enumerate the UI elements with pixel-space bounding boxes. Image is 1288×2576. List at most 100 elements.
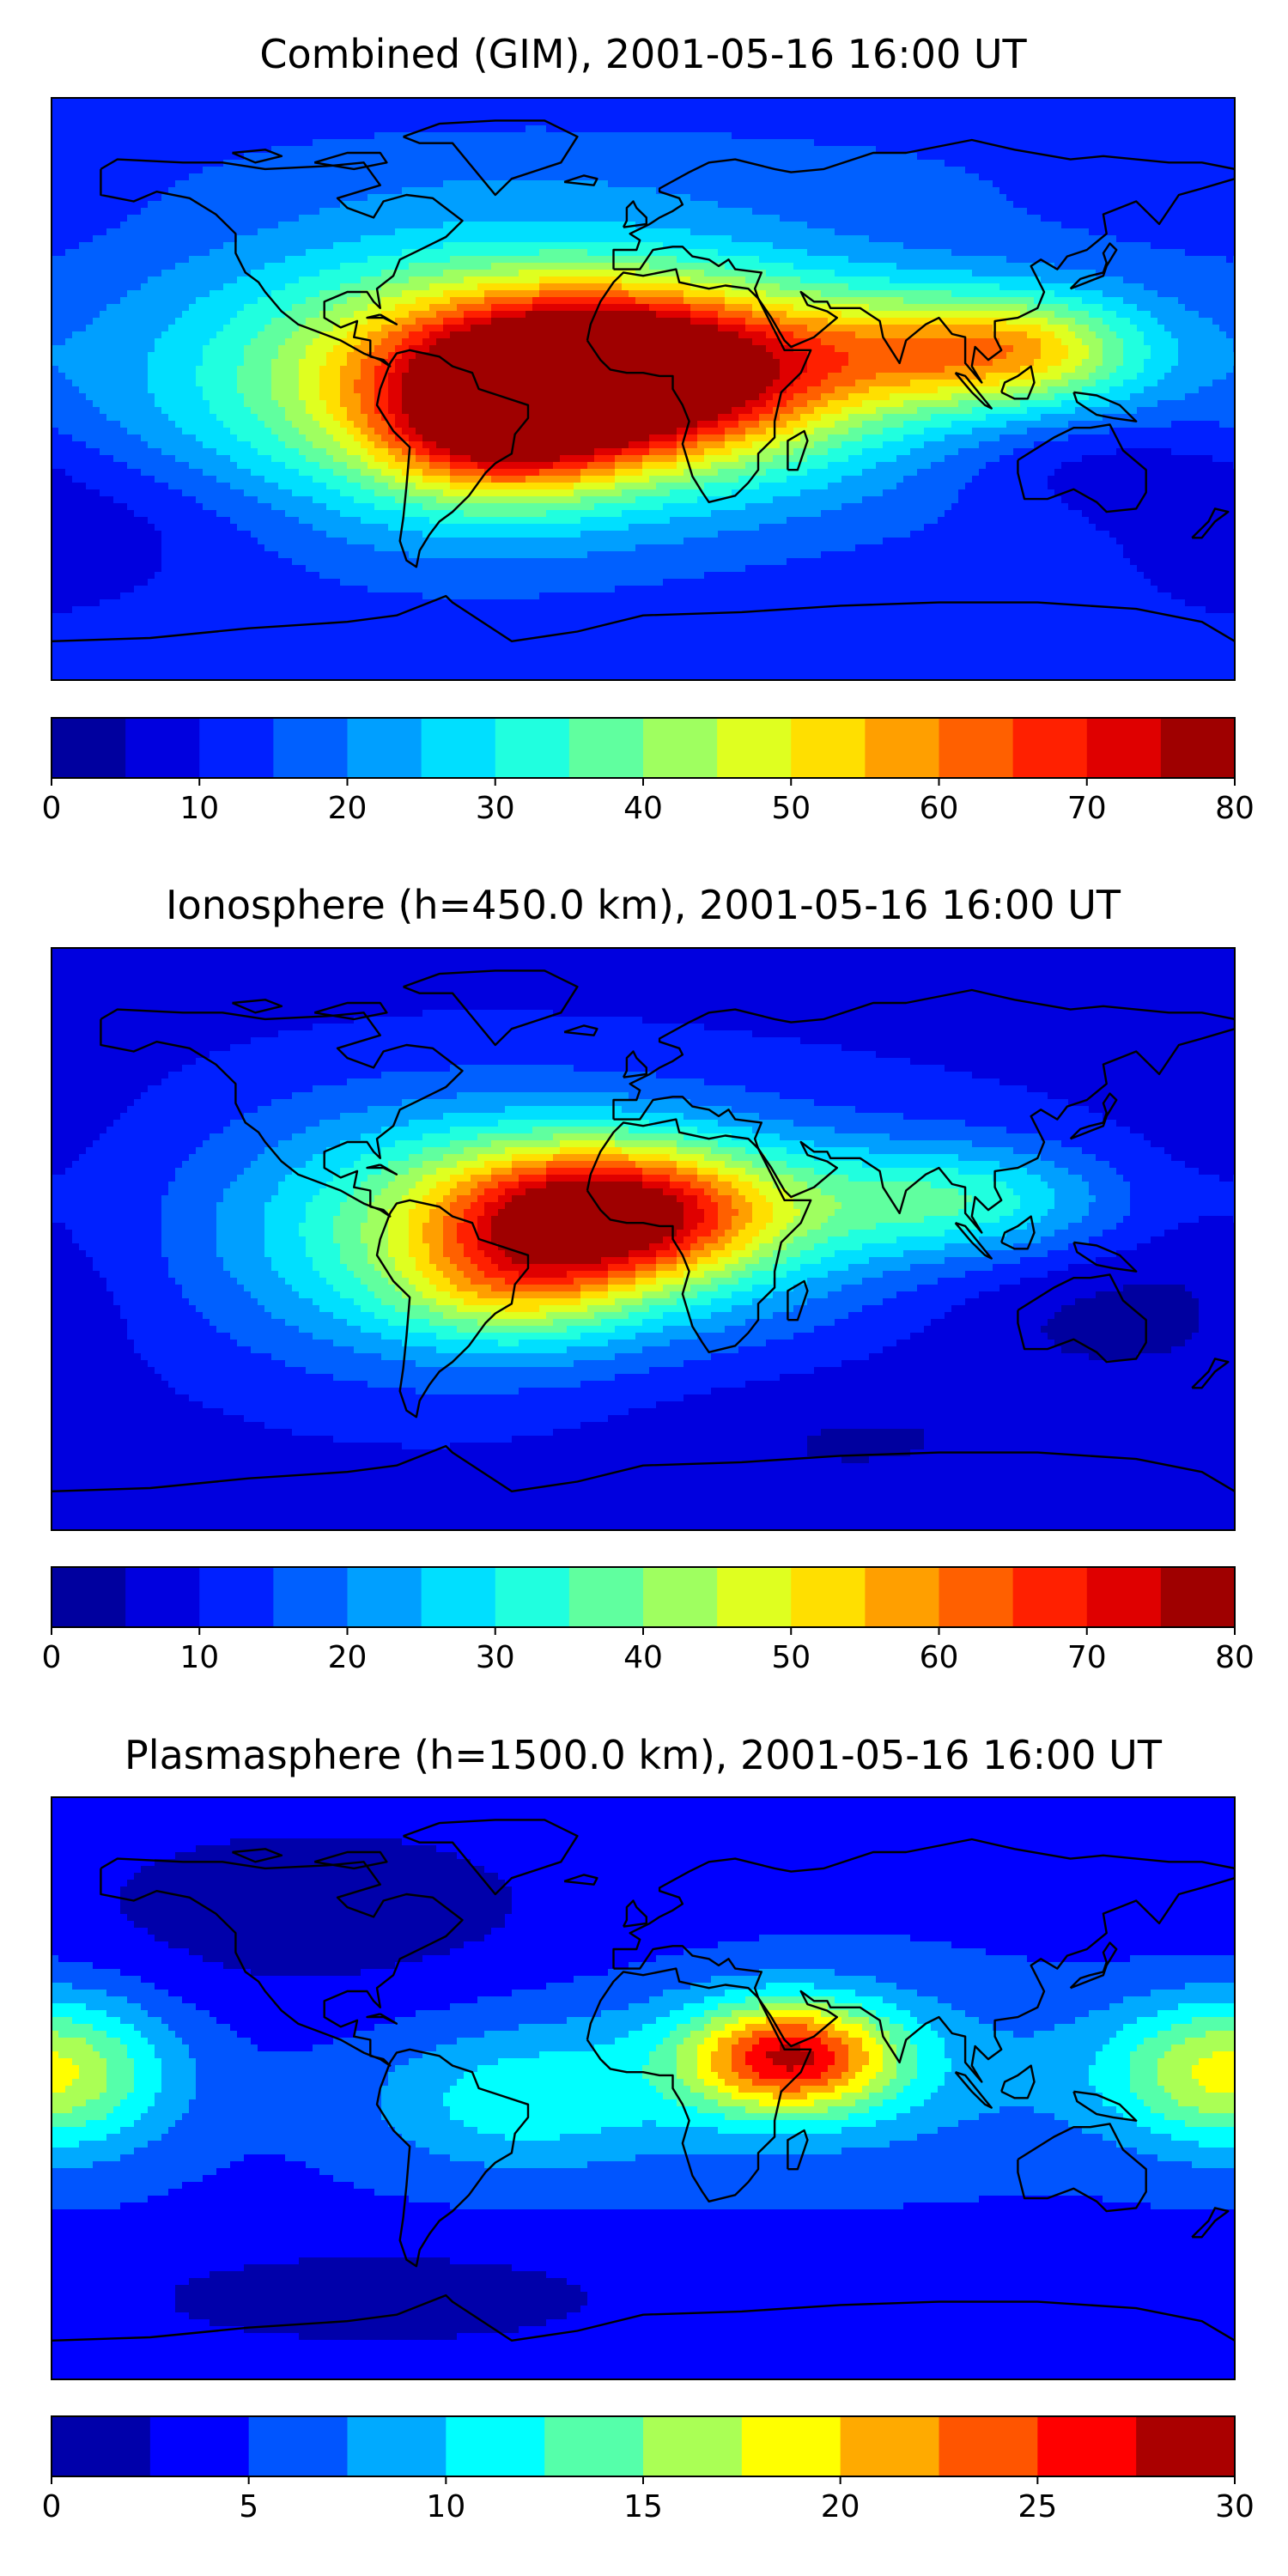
colorbar-swatch	[1160, 718, 1236, 778]
colorbar-ionosphere: 0 10 20 30 40 50 60 70 80	[42, 1566, 1255, 1675]
panel-ionosphere: Ionosphere (h=450.0 km), 2001-05-16 16:0…	[42, 882, 1255, 1675]
colorbar-tick-label: 80	[1215, 1640, 1255, 1675]
map-frame	[51, 1796, 1236, 2380]
colorbar-tick-label: 40	[623, 791, 663, 826]
colorbar-swatch	[1160, 1567, 1236, 1627]
coastline	[954, 1222, 993, 1260]
coastline	[1017, 423, 1147, 513]
coastline	[954, 372, 993, 410]
colorbar-swatch	[52, 718, 126, 778]
panel-title-ionosphere: Ionosphere (h=450.0 km), 2001-05-16 16:0…	[166, 882, 1121, 928]
coastline	[232, 149, 283, 164]
colorbar-swatch	[52, 1567, 126, 1627]
coastline	[100, 158, 464, 368]
colorbar-swatch	[347, 1567, 422, 1627]
colorbar-swatch	[495, 1567, 570, 1627]
colorbar-tick-label: 30	[1215, 2489, 1255, 2524]
coastline	[586, 1118, 812, 1353]
colorbar-swatch	[643, 2416, 743, 2476]
coastline	[1000, 365, 1036, 400]
coastline	[563, 1874, 598, 1886]
contour-fill	[52, 948, 1235, 1530]
coastline	[612, 1838, 1235, 2083]
coastline	[612, 138, 1235, 384]
coastline	[1000, 2064, 1036, 2099]
coastline	[52, 2293, 1235, 2342]
colorbar-swatch	[568, 718, 644, 778]
coastline	[366, 313, 398, 325]
coastline	[563, 1024, 598, 1036]
coastline	[366, 1163, 398, 1176]
contour-fill	[52, 98, 1235, 680]
colorbar-tick-label: 20	[821, 2489, 860, 2524]
panel-title-plasmasphere: Plasmasphere (h=1500.0 km), 2001-05-16 1…	[125, 1732, 1163, 1778]
colorbar-swatch	[52, 2416, 151, 2476]
colorbar-swatch	[865, 718, 940, 778]
colorbar-swatch	[421, 718, 496, 778]
colorbar-tick-label: 10	[426, 2489, 465, 2524]
colorbar-swatch	[125, 1567, 200, 1627]
coastline	[232, 1848, 283, 1863]
colorbar-combined: 0 10 20 30 40 50 60 70 80	[42, 717, 1255, 826]
colorbar-swatch	[939, 2416, 1038, 2476]
colorbar-tick-label: 20	[328, 791, 368, 826]
colorbar-swatch	[421, 1567, 496, 1627]
coastline	[1017, 1273, 1147, 1364]
coastline	[100, 1857, 464, 2067]
colorbar-swatch	[791, 718, 866, 778]
colorbar-swatch	[1012, 1567, 1088, 1627]
coastlines	[52, 969, 1235, 1492]
coastline	[375, 2048, 530, 2268]
coastline	[1017, 2123, 1147, 2213]
colorbar-swatch	[544, 2416, 644, 2476]
coastline	[313, 151, 388, 171]
map-frame	[51, 947, 1236, 1531]
colorbar-tick-label: 70	[1067, 791, 1107, 826]
coastline	[787, 2129, 809, 2171]
colorbar-swatch	[643, 718, 718, 778]
map-plasmasphere	[51, 1796, 1236, 2380]
coastline	[1069, 242, 1118, 290]
colorbar-swatch	[1136, 2416, 1236, 2476]
colorbar-swatch	[939, 1567, 1014, 1627]
coastline	[403, 1819, 579, 1896]
coastline	[622, 1899, 647, 1928]
panel-title-combined: Combined (GIM), 2001-05-16 16:00 UT	[259, 31, 1027, 77]
colorbar-tick-label: 25	[1018, 2489, 1057, 2524]
coastline	[1072, 1241, 1138, 1273]
coastline	[100, 1008, 464, 1218]
contour-fill	[52, 1797, 1235, 2379]
colorbar-swatch	[273, 718, 349, 778]
coastline	[586, 268, 812, 503]
colorbar-tick-label: 0	[42, 791, 62, 826]
coastline	[1191, 2207, 1230, 2239]
coastline	[52, 1444, 1235, 1492]
map-body	[52, 98, 1235, 680]
colorbar-swatch	[149, 2416, 250, 2476]
map-frame	[51, 97, 1236, 681]
coastline	[52, 594, 1235, 642]
colorbar-swatch	[717, 718, 792, 778]
coastline	[622, 200, 647, 228]
colorbar-swatch	[568, 1567, 644, 1627]
map-combined	[51, 97, 1236, 681]
coastline	[366, 2013, 398, 2025]
coastline	[1072, 391, 1138, 422]
colorbar-tick-label: 50	[771, 1640, 811, 1675]
map-ionosphere	[51, 947, 1236, 1531]
colorbar-swatch	[643, 1567, 718, 1627]
map-body	[52, 948, 1235, 1530]
colorbar-swatch	[741, 2416, 841, 2476]
colorbar-tick-label: 60	[920, 791, 959, 826]
colorbar-swatch	[1037, 2416, 1137, 2476]
coastline	[586, 1967, 812, 2202]
coastline	[375, 349, 530, 568]
colorbar-swatch	[1012, 718, 1088, 778]
coastline	[1191, 507, 1230, 539]
coastline	[1069, 1941, 1118, 1990]
colorbar-swatch	[446, 2416, 545, 2476]
colorbar-tick-label: 30	[476, 1640, 515, 1675]
coastline	[375, 1199, 530, 1419]
colorbar-tick-label: 0	[42, 2489, 62, 2524]
